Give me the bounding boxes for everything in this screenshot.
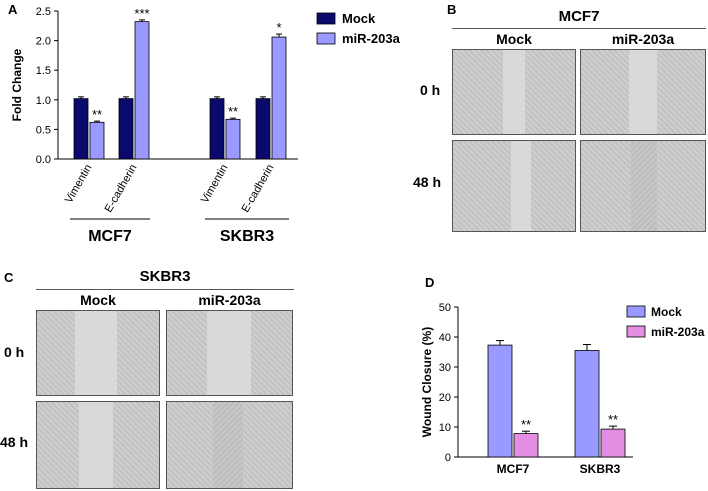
panel-d-chart: 0 10 20 30 40 50 Wound Closure (%) ** MCF7 ** SKBR… [420,302,705,476]
bar-mock [574,350,600,458]
panel-c-row-48h: 48 h [0,434,29,450]
panel-c-title: SKBR3 [139,268,191,285]
legend-label: Mock [342,11,376,26]
panel-b-rule [452,28,706,29]
bar-mock [73,98,89,160]
panel-c-row-0h: 0 h [4,344,25,360]
category-label: SKBR3 [580,462,621,476]
panel-b-row-0h: 0 h [420,82,441,98]
panel-c-col-mir: miR-203a [198,292,261,308]
legend-swatch [316,12,336,25]
panel-b-col-mock: Mock [496,31,532,47]
category-label: Vimentin [63,163,95,206]
y-tick-label: 0 [445,452,451,464]
legend-label: miR-203a [651,325,705,339]
category-label: E-cadherin [240,163,277,215]
panel-d-letter: D [425,275,435,290]
panel-c-letter: C [4,270,14,285]
panel-a-letter: A [8,2,18,17]
significance-marker: ** [608,412,618,427]
y-tick-label: 10 [439,422,451,434]
bar-mir-203a [134,21,150,160]
y-tick-label: 0.5 [36,124,51,136]
y-tick-label: 0.0 [36,154,51,166]
y-tick-label: 1.5 [36,65,51,77]
legend-swatch [626,305,646,318]
y-tick-label: 1.0 [36,95,51,107]
bar-mock [487,344,513,458]
y-tick-label: 20 [439,392,451,404]
y-tick-label: 40 [439,332,451,344]
image-c-mock-48h [36,401,160,489]
category-label: MCF7 [497,462,530,476]
y-tick-label: 30 [439,362,451,374]
legend-swatch [316,32,336,45]
image-b-mock-0h [452,49,576,135]
panel-b-row-48h: 48 h [413,174,442,190]
significance-marker: ** [228,104,238,119]
legend-label: miR-203a [342,31,401,46]
bar-mock [209,98,225,160]
category-label: Vimentin [199,163,231,206]
category-label: E-cadherin [103,163,140,215]
y-axis-label: Wound Closure (%) [420,327,434,437]
image-b-mock-48h [452,140,576,232]
image-c-mock-0h [36,310,160,396]
y-tick-label: 50 [439,302,451,314]
bar-mock [255,98,271,160]
image-c-mir-48h [166,401,293,489]
bar-mir-203a [89,121,105,160]
significance-marker: *** [134,6,149,21]
panel-b-col-mir: miR-203a [611,31,675,47]
significance-marker: * [276,20,281,35]
bar-mir-203a [513,433,539,458]
panel-c-col-mock: Mock [80,292,116,308]
legend-swatch [626,325,646,338]
group-label: SKBR3 [220,228,274,245]
bar-mir-203a [271,36,287,160]
image-c-mir-0h [166,310,293,396]
y-tick-label: 2.0 [36,36,51,48]
significance-marker: ** [521,417,531,432]
panel-b-title: MCF7 [558,8,600,25]
group-label: MCF7 [88,228,132,245]
legend-label: Mock [651,305,682,319]
image-b-mir-0h [580,49,706,135]
panel-b-letter: B [447,2,457,17]
bar-mock [118,98,134,160]
panel-c-rule [36,289,294,290]
bar-mir-203a [225,118,241,160]
y-axis-label: Fold Change [10,48,24,121]
bar-mir-203a [600,428,626,458]
panel-a-chart: 0.0 0.5 1.0 1.5 2.0 2.5 Fold Change ** Vimentin *… [10,6,401,245]
y-tick-label: 2.5 [36,6,51,18]
significance-marker: ** [92,107,102,122]
image-b-mir-48h [580,140,706,232]
